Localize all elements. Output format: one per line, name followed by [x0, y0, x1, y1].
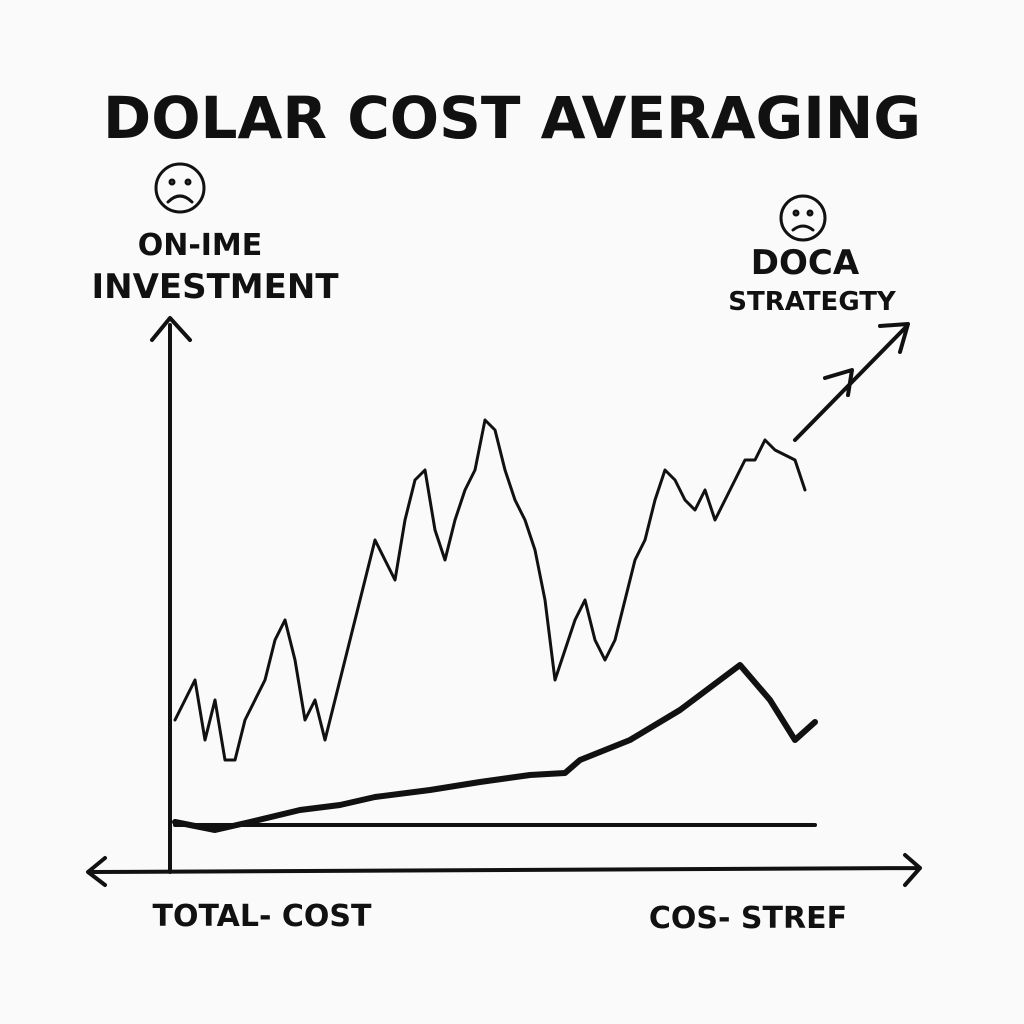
strategy-arrow	[793, 322, 910, 442]
line-series	[173, 418, 807, 762]
sad-face	[779, 194, 827, 242]
annotation: INVESTMENT	[91, 267, 339, 307]
sad-face	[154, 162, 206, 214]
annotation: STRATEGTY	[728, 287, 897, 317]
x-label: TOTAL- COST	[153, 899, 372, 934]
chart-title: DOLAR COST AVERAGING	[103, 84, 921, 152]
x-label: COS- STREF	[649, 901, 847, 936]
annotation: DOCA	[751, 243, 860, 283]
line-series	[172, 662, 818, 833]
annotation: ON-IME	[138, 228, 263, 263]
axes	[86, 316, 922, 887]
